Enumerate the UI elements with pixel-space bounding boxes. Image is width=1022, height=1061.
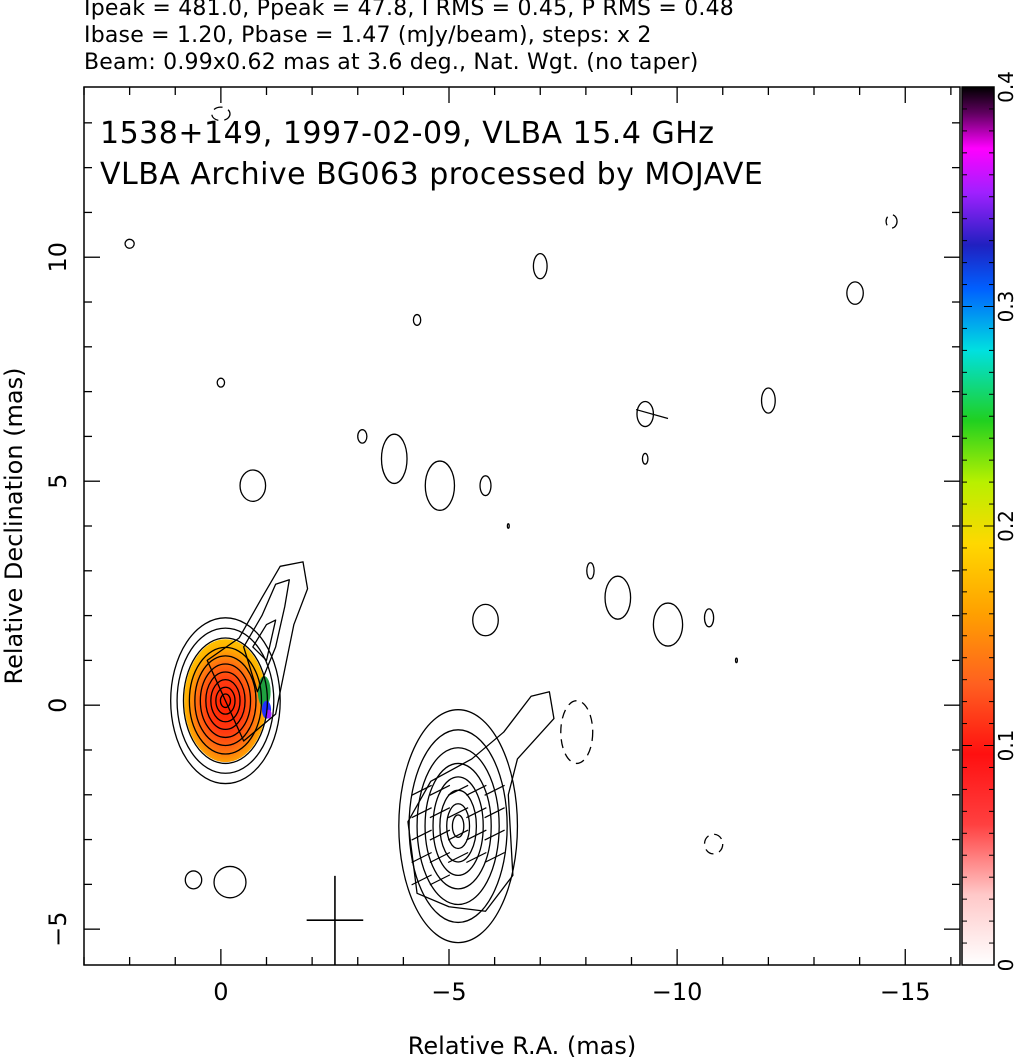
noise-contour (652, 602, 684, 647)
polarization-vector (447, 784, 469, 796)
polarization-vector (411, 851, 432, 864)
knot-contour (432, 776, 484, 877)
knot-contour (439, 789, 478, 863)
y-tick-label: 0 (44, 698, 72, 713)
noise-contour (124, 238, 135, 249)
polarization-vector (635, 408, 669, 420)
core-contour (176, 627, 275, 774)
y-axis-title: Relative Declination (mas) (0, 367, 28, 684)
polarization-vector (411, 807, 432, 819)
header-line-peak: Ipeak = 481.0, Ppeak = 47.8, I RMS = 0.4… (84, 0, 734, 21)
colorbar-label: 0.3 (994, 291, 1018, 323)
knot-tail-contour (407, 691, 555, 912)
noise-contour (506, 523, 510, 529)
polarization-vector (466, 784, 487, 796)
axis-tick-labels: 0 −5 −10 −15 −5 0 5 10 (44, 242, 931, 1006)
polarization-vector (484, 829, 505, 841)
knot-contour (408, 729, 508, 924)
knot-contour (398, 709, 519, 944)
x-tick-label: −10 (652, 978, 703, 1006)
header-line-base: Ibase = 1.20, Pbase = 1.47 (mJy/beam), s… (84, 23, 652, 48)
total-intensity-contours (124, 106, 898, 965)
knot-contour (446, 803, 471, 850)
axis-ticks (83, 87, 960, 965)
jet-contour (243, 579, 290, 693)
noise-contour (216, 377, 226, 388)
polarization-vector (429, 851, 451, 864)
colorbar-labels: 0 0.1 0.2 0.3 0.4 (994, 71, 1018, 971)
plot-frame (83, 86, 961, 966)
jet-contour (206, 561, 309, 742)
noise-contour (760, 387, 776, 414)
map-title-line-1: 1538+149, 1997-02-09, VLBA 15.4 GHz (100, 116, 715, 151)
polarization-vector (429, 807, 451, 819)
y-tick-label: 10 (44, 242, 72, 273)
jet-contour (252, 619, 277, 662)
polarization-vector (484, 784, 505, 796)
colorbar-label: 0.1 (994, 730, 1018, 762)
core-contour (205, 671, 246, 731)
noise-contour (532, 252, 548, 280)
polarization-vector (429, 874, 451, 886)
noise-contour (479, 475, 492, 497)
noise-contour (703, 608, 715, 628)
noise-contour (604, 575, 632, 620)
core-contour (182, 637, 269, 765)
noise-contour (184, 870, 203, 890)
colorbar-label: 0.2 (994, 510, 1018, 542)
noise-contour (472, 603, 499, 637)
colorbar-label: 0.4 (994, 71, 1018, 103)
header-line-beam: Beam: 0.99x0.62 mas at 3.6 deg., Nat. Wg… (84, 50, 699, 75)
y-tick-label: −5 (44, 911, 72, 946)
noise-contour (846, 281, 864, 305)
noise-contour (412, 313, 422, 326)
colorbar-label: 0 (994, 959, 1018, 972)
colorbar-ticks (962, 86, 994, 966)
noise-contour (239, 469, 267, 503)
polarization-vector (466, 851, 487, 864)
core-contour (194, 655, 257, 747)
noise-contour (586, 562, 595, 580)
x-tick-label: −15 (880, 978, 931, 1006)
core-contour (199, 663, 252, 739)
noise-contour (424, 460, 456, 511)
polarization-intensity-map (184, 639, 272, 763)
knot-contour (416, 747, 500, 906)
polarization-vector (429, 829, 451, 841)
core-contour (219, 693, 232, 709)
noise-contour (357, 429, 368, 444)
noise-contour (641, 452, 649, 465)
polarization-vector (447, 829, 469, 841)
negative-contour (885, 214, 898, 229)
polarization-vector (484, 807, 505, 819)
polarization-vector (429, 784, 451, 796)
noise-contour (380, 433, 408, 485)
noise-contour (734, 657, 739, 664)
negative-contour (560, 700, 594, 765)
polarization-vector (484, 851, 505, 864)
knot-contour (424, 762, 492, 890)
core-contour (170, 617, 281, 785)
polarization-vector (466, 807, 487, 819)
negative-contour (703, 833, 724, 855)
polarization-vector (447, 807, 469, 819)
knot-contour (451, 814, 465, 838)
x-axis-title: Relative R.A. (mas) (408, 1032, 636, 1060)
polarization-vector (447, 851, 469, 864)
polarization-vector (411, 829, 432, 841)
core-contour (210, 679, 241, 723)
y-tick-label: 5 (44, 474, 72, 489)
map-title-line-2: VLBA Archive BG063 processed by MOJAVE (100, 157, 763, 192)
noise-contour (213, 865, 247, 899)
negative-contour (211, 106, 231, 122)
x-tick-label: −5 (431, 978, 466, 1006)
polarization-vector (466, 829, 487, 841)
x-tick-label: 0 (213, 978, 228, 1006)
polarization-vector (411, 874, 432, 886)
core-contour (215, 686, 236, 715)
polarization-vector (411, 784, 432, 796)
